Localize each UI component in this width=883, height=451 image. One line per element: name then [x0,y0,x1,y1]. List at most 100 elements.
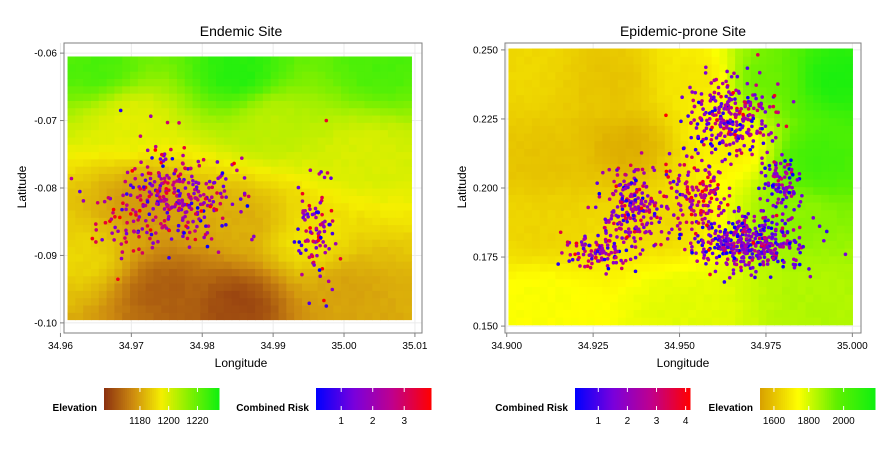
data-point [760,126,764,131]
elevation-cell [341,93,350,101]
data-point [761,260,765,264]
elevation-cell [239,166,248,174]
x-tick-label: 35.00 [332,341,357,352]
elevation-cell [317,231,327,240]
elevation-cell [294,151,303,160]
elevation-cell [547,140,556,149]
elevation-cell [83,217,92,226]
elevation-cell [696,102,705,111]
elevation-cell [563,117,572,126]
elevation-cell [176,217,186,226]
data-point [751,265,755,270]
elevation-cell [703,286,713,295]
elevation-cell [192,268,201,277]
elevation-cell [844,63,853,73]
elevation-cell [137,166,147,174]
elevation-cell [333,209,342,218]
elevation-cell [750,117,760,126]
elevation-cell [727,194,736,203]
elevation-cell [356,217,366,226]
elevation-cell [570,109,580,119]
elevation-cell [789,309,799,318]
elevation-cell [239,78,248,87]
elevation-cell [594,71,603,80]
elevation-cell [348,224,358,233]
elevation-cell [797,263,807,272]
elevation-cell [821,201,830,211]
elevation-cell [145,71,155,80]
elevation-cell [341,100,350,109]
elevation-cell [821,117,830,126]
elevation-cell [317,100,327,109]
data-point [743,100,748,105]
elevation-cell [161,312,170,321]
elevation-cell [387,180,397,189]
colorbar-segment [127,388,130,410]
elevation-cell [797,209,807,218]
data-point [191,178,195,183]
elevation-cell [524,109,533,119]
elevation-cell [387,122,397,131]
elevation-cell [805,148,814,157]
elevation-cell [137,136,147,145]
data-point [741,256,746,260]
elevation-cell [161,246,170,255]
data-point [753,248,757,253]
elevation-cell [641,194,650,203]
elevation-cell [742,271,752,280]
elevation-cell [828,217,838,226]
elevation-cell [664,271,674,280]
data-point [792,191,796,195]
elevation-cell [247,275,256,284]
colorbar-segment [155,388,159,410]
elevation-cell [301,136,311,145]
elevation-cell [797,56,807,65]
data-point [322,298,326,303]
elevation-cell [539,201,549,211]
elevation-cell [789,232,799,241]
elevation-cell [531,247,541,257]
elevation-cell [403,78,412,87]
elevation-cell [688,71,697,80]
elevation-cell [122,78,131,87]
data-point [608,233,613,238]
data-point [578,264,582,268]
elevation-cell [270,114,280,123]
elevation-cell [563,163,572,172]
elevation-cell [547,286,556,295]
data-point [621,187,625,192]
elevation-cell [742,201,752,211]
data-point [735,148,739,153]
elevation-cell [727,286,736,295]
elevation-cell [270,261,280,269]
data-point [754,83,758,87]
data-point [694,251,698,255]
elevation-cell [356,107,366,116]
elevation-cell [524,224,533,234]
elevation-cell [555,240,564,249]
elevation-cell [703,309,713,318]
data-point [141,203,146,208]
data-point [620,213,625,218]
elevation-cell [348,114,358,123]
elevation-cell [75,107,84,116]
data-point [727,194,732,198]
elevation-cell [106,202,116,211]
elevation-cell [656,71,666,80]
chart-title: Endemic Site [200,23,283,39]
elevation-cell [805,309,814,318]
elevation-cell [137,246,147,255]
elevation-cell [262,71,272,80]
elevation-cell [586,286,596,295]
elevation-cell [555,148,564,157]
elevation-cell [719,317,728,326]
elevation-cell [255,290,264,299]
data-point [611,260,616,265]
elevation-cell [836,201,846,211]
data-point [709,179,713,184]
elevation-cell [83,209,92,218]
data-point [594,255,598,260]
data-point [658,190,662,194]
elevation-cell [364,290,373,299]
elevation-cell [176,239,186,248]
